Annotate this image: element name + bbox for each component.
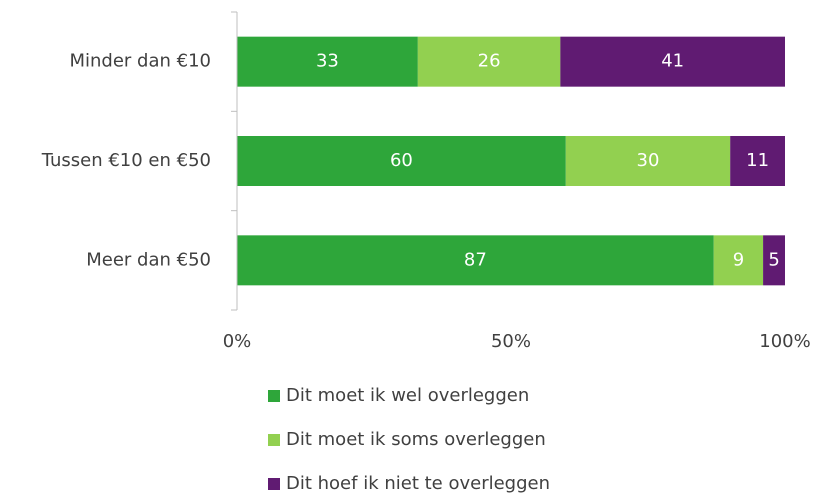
bar-segment	[763, 235, 785, 286]
x-tick-label: 50%	[491, 331, 531, 352]
data-label: 87	[464, 249, 487, 270]
bar-segment	[237, 36, 418, 87]
data-label: 11	[746, 150, 769, 171]
bar-segment	[565, 136, 731, 186]
legend-label: Dit moet ik soms overleggen	[286, 429, 546, 450]
data-label: 9	[733, 249, 744, 270]
legend-swatch	[268, 390, 280, 402]
y-tick-label: Minder dan €10	[69, 51, 211, 72]
bar-segment	[560, 36, 785, 87]
data-label: 5	[768, 249, 779, 270]
legend-swatch	[268, 434, 280, 446]
data-label: 60	[390, 150, 413, 171]
data-label: 33	[316, 51, 339, 72]
bar-segment	[730, 136, 785, 186]
x-tick-label: 100%	[759, 331, 810, 352]
bar-segment	[417, 36, 561, 87]
legend-swatch	[268, 478, 280, 490]
data-label: 26	[478, 51, 501, 72]
data-label: 41	[661, 51, 684, 72]
legend-label: Dit hoef ik niet te overleggen	[286, 473, 550, 494]
x-tick-label: 0%	[223, 331, 252, 352]
bar-segment	[713, 235, 764, 286]
bar-segment	[237, 235, 714, 286]
data-label: 30	[637, 150, 660, 171]
legend-label: Dit moet ik wel overleggen	[286, 385, 529, 406]
y-tick-label: Tussen €10 en €50	[41, 150, 211, 171]
plot-area	[237, 36, 785, 286]
y-tick-label: Meer dan €50	[86, 249, 211, 270]
bar-segment	[237, 136, 566, 186]
